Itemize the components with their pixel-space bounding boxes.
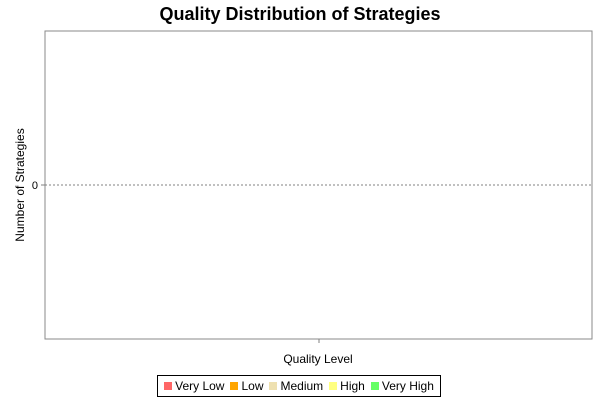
legend-item-very-low: Very Low — [164, 379, 224, 393]
y-axis-label: Number of Strategies — [13, 128, 27, 241]
legend: Very Low Low Medium High Very High — [157, 375, 441, 397]
legend-label: Very High — [381, 379, 434, 393]
legend-item-medium: Medium — [269, 379, 323, 393]
legend-swatch-very-high — [370, 382, 379, 390]
legend-swatch-low — [230, 382, 239, 390]
legend-label: Very Low — [175, 379, 225, 393]
legend-item-very-high: Very High — [370, 379, 434, 393]
legend-swatch-very-low — [164, 382, 173, 390]
legend-label: Medium — [280, 379, 324, 393]
chart-title: Quality Distribution of Strategies — [159, 4, 440, 24]
legend-label: High — [340, 379, 365, 393]
legend-swatch-medium — [269, 382, 278, 390]
y-tick-label: 0 — [32, 180, 38, 192]
legend-swatch-high — [329, 382, 338, 390]
legend-item-high: High — [329, 379, 365, 393]
x-axis-label: Quality Level — [283, 352, 352, 366]
legend-item-low: Low — [230, 379, 263, 393]
legend-label: Low — [241, 379, 264, 393]
